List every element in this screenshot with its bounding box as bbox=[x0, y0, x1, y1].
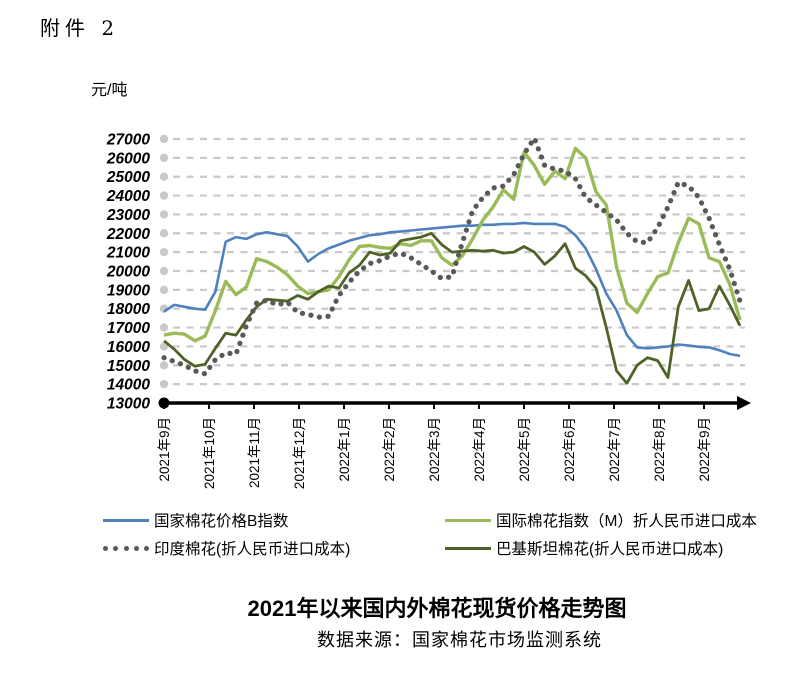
y-tick-label: 15000 bbox=[107, 358, 150, 375]
y-tick-label: 16000 bbox=[107, 339, 150, 356]
x-tick-label: 2022年4月 bbox=[472, 417, 487, 482]
y-tick-label: 14000 bbox=[107, 377, 150, 394]
x-tick-label: 2022年3月 bbox=[427, 417, 442, 482]
gridline-dot bbox=[159, 134, 169, 144]
y-tick-label: 18000 bbox=[107, 301, 150, 318]
x-tick-label: 2021年10月 bbox=[202, 417, 217, 489]
gridline-dot bbox=[159, 285, 169, 295]
legend-swatch-light-green-line bbox=[445, 518, 491, 522]
legend-label-india-cotton: 印度棉花(折人民币进口成本) bbox=[154, 541, 351, 558]
x-tick-label: 2021年12月 bbox=[292, 417, 307, 489]
series-line-3 bbox=[163, 231, 742, 385]
gridline-dot bbox=[159, 229, 169, 238]
y-tick-label: 19000 bbox=[107, 282, 150, 299]
x-tick-label: 2022年8月 bbox=[652, 417, 667, 482]
x-tick-label: 2021年9月 bbox=[157, 417, 172, 482]
legend-swatch-gray-dots bbox=[103, 545, 149, 551]
legend-dot bbox=[144, 545, 149, 551]
attachment-label: 附件 2 bbox=[40, 16, 120, 40]
legend-swatch-dark-green-line bbox=[445, 546, 491, 550]
legend-item-international-m-index: 国际棉花指数（M）折人民币进口成本 bbox=[445, 510, 757, 530]
gridline-dot bbox=[159, 210, 169, 219]
x-tick-label: 2022年5月 bbox=[517, 417, 532, 482]
axis-arrowhead-icon bbox=[737, 396, 751, 410]
y-tick-label: 24000 bbox=[106, 188, 150, 205]
gridline-dot bbox=[159, 247, 169, 257]
gridline-dot bbox=[159, 153, 169, 163]
legend-item-pakistan-cotton: 巴基斯坦棉花(折人民币进口成本) bbox=[445, 538, 723, 558]
legend-item-india-cotton: 印度棉花(折人民币进口成本) bbox=[103, 538, 350, 558]
legend-label-national-b-index: 国家棉花价格B指数 bbox=[154, 513, 289, 530]
y-tick-label: 20000 bbox=[106, 264, 150, 281]
chart-title: 2021年以来国内外棉花现货价格走势图 bbox=[247, 596, 627, 621]
x-tick-label: 2022年1月 bbox=[337, 417, 352, 482]
legend-label-international-m-index: 国际棉花指数（M）折人民币进口成本 bbox=[496, 513, 757, 530]
series-line-0 bbox=[163, 221, 741, 358]
legend-dot bbox=[103, 545, 108, 551]
axis-origin-dot bbox=[158, 397, 170, 409]
x-tick-label: 2022年2月 bbox=[382, 417, 397, 482]
data-source-note: 数据来源：国家棉花市场监测系统 bbox=[317, 630, 602, 650]
x-tick-label: 2022年7月 bbox=[607, 417, 622, 482]
y-tick-label: 27000 bbox=[106, 132, 150, 149]
y-tick-label: 22000 bbox=[106, 226, 150, 243]
legend-dot bbox=[133, 545, 139, 551]
legend-label-pakistan-cotton: 巴基斯坦棉花(折人民币进口成本) bbox=[496, 541, 724, 558]
legend-item-national-b-index: 国家棉花价格B指数 bbox=[103, 510, 288, 530]
series-line-2 bbox=[161, 135, 743, 377]
legend-swatch-blue-line bbox=[103, 518, 149, 522]
gridline-dot bbox=[159, 266, 169, 276]
gridline-dot bbox=[159, 361, 169, 370]
x-tick-label: 2022年6月 bbox=[562, 417, 577, 482]
y-tick-label: 26000 bbox=[106, 150, 150, 167]
legend-dot bbox=[113, 545, 119, 551]
gridline-dot bbox=[159, 379, 169, 389]
y-tick-label: 23000 bbox=[106, 207, 150, 224]
series-line-1 bbox=[163, 146, 742, 343]
y-axis-unit-label: 元/吨 bbox=[91, 82, 128, 99]
x-tick-label: 2022年9月 bbox=[697, 417, 712, 482]
y-tick-label: 25000 bbox=[106, 169, 150, 186]
gridline-dot bbox=[159, 323, 169, 332]
legend-dot bbox=[123, 545, 129, 551]
cotton-price-line-chart: 13000 14000 15000 16000 17000 18000 1900020000… bbox=[106, 132, 751, 489]
gridline-dot bbox=[159, 191, 169, 200]
y-tick-label: 17000 bbox=[107, 320, 150, 337]
y-tick-label: 21000 bbox=[106, 245, 150, 262]
gridline-dot bbox=[159, 172, 169, 181]
y-tick-label: 13000 bbox=[107, 396, 150, 413]
x-tick-label: 2021年11月 bbox=[247, 417, 262, 488]
